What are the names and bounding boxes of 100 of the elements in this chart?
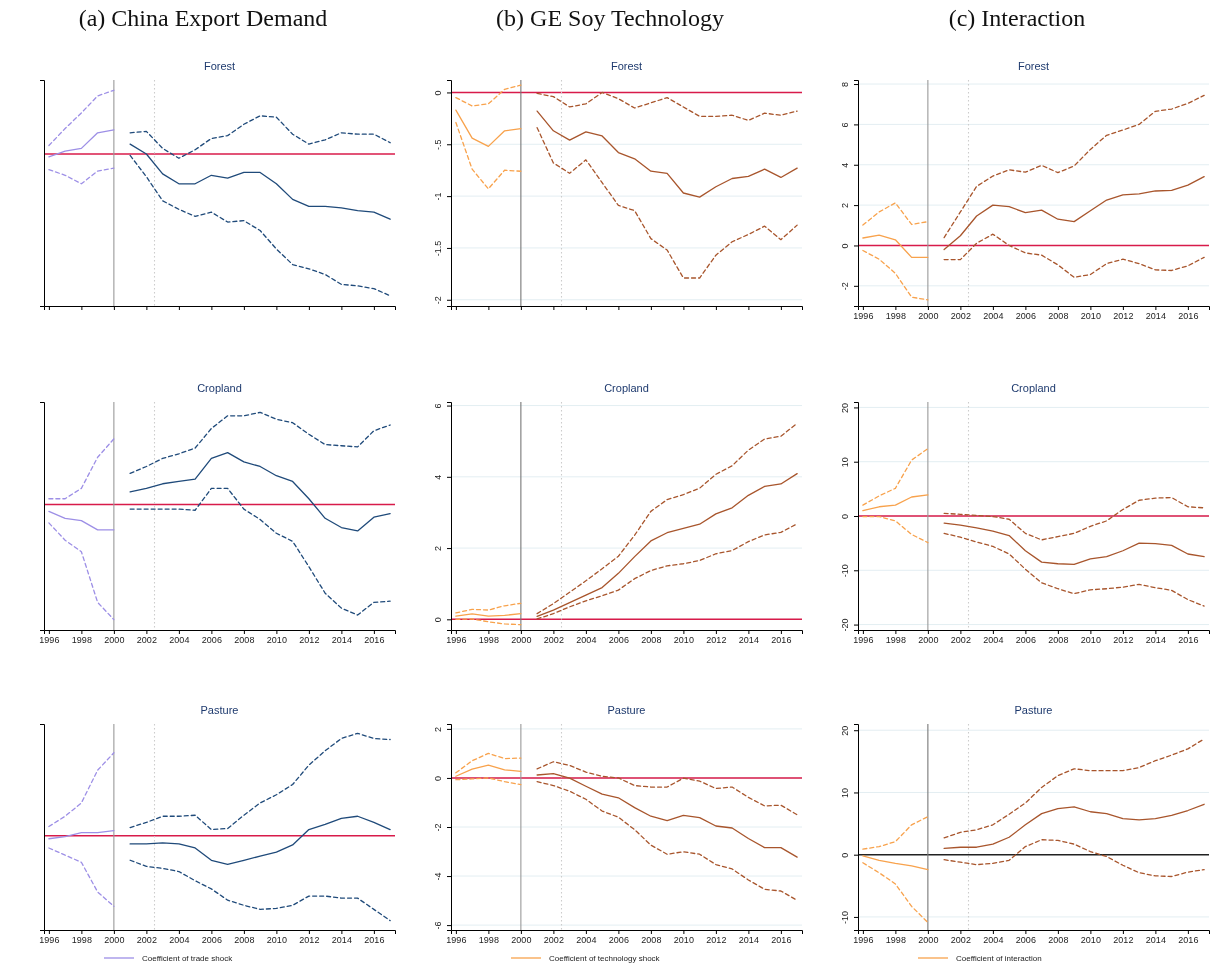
chart-subtitle: Forest xyxy=(1017,60,1050,72)
x-tick-label: 2008 xyxy=(1048,311,1069,322)
line-series xyxy=(862,855,929,871)
x-tick-label: 2004 xyxy=(983,311,1004,322)
x-tick-label: 2000 xyxy=(104,935,125,946)
line-series xyxy=(943,522,1205,565)
y-tick-label: 4 xyxy=(840,162,850,168)
x-tick-label: 2008 xyxy=(234,635,255,646)
x-tick-label: 2014 xyxy=(738,635,759,646)
y-tick-label: 0 xyxy=(433,775,443,781)
y-tick-label: 2 xyxy=(433,546,443,552)
y-tick-label: 0 xyxy=(840,852,850,858)
line-series xyxy=(943,803,1205,850)
x-tick-label: 1998 xyxy=(478,635,499,646)
x-tick-label: 1998 xyxy=(71,935,92,946)
x-tick-label: 2000 xyxy=(918,935,939,946)
y-tick-label: -20 xyxy=(840,618,850,632)
y-tick-label: -10 xyxy=(840,564,850,578)
x-tick-label: 2006 xyxy=(1015,311,1036,322)
x-tick-label: 2016 xyxy=(771,935,792,946)
x-tick-label: 1998 xyxy=(885,635,906,646)
x-tick-label: 2006 xyxy=(608,635,629,646)
x-tick-label: 2014 xyxy=(738,935,759,946)
x-tick-label: 2016 xyxy=(364,635,385,646)
y-tick-label: 6 xyxy=(433,403,443,409)
x-tick-label: 2016 xyxy=(771,635,792,646)
chart-title: (c) Interaction xyxy=(948,5,1086,31)
x-tick-label: 2012 xyxy=(299,935,320,946)
x-tick-label: 2010 xyxy=(1080,935,1101,946)
line-series xyxy=(455,121,522,190)
chart-title: Pasture xyxy=(1014,704,1053,716)
y-tick-label: 6 xyxy=(840,122,850,128)
x-tick-label: 1998 xyxy=(885,935,906,946)
x-tick-label: 2002 xyxy=(950,311,971,322)
x-tick-label: 2012 xyxy=(299,635,320,646)
y-tick-label: 2 xyxy=(433,726,443,732)
x-tick-label: 1998 xyxy=(478,935,499,946)
x-tick-label: 2008 xyxy=(641,635,662,646)
line-series xyxy=(455,777,522,786)
line-series xyxy=(455,602,522,614)
y-tick-label: 10 xyxy=(840,787,850,798)
y-tick-label: -2 xyxy=(840,282,850,291)
x-tick-label: 1996 xyxy=(39,935,60,946)
x-tick-label: 2004 xyxy=(983,635,1004,646)
x-tick-label: 2002 xyxy=(543,935,564,946)
y-tick-label: 0 xyxy=(840,243,850,249)
x-tick-label: 2000 xyxy=(918,311,939,322)
x-tick-label: 2002 xyxy=(543,635,564,646)
line-series xyxy=(862,816,929,850)
chart-title: Pasture xyxy=(607,704,646,716)
x-tick-label: 2002 xyxy=(136,935,157,946)
line-series xyxy=(862,249,929,301)
x-tick-label: 2010 xyxy=(673,935,694,946)
line-series xyxy=(536,761,798,816)
y-tick-label: 4 xyxy=(433,474,443,480)
x-tick-label: 2012 xyxy=(1113,935,1134,946)
x-tick-label: 1996 xyxy=(39,635,60,646)
x-tick-label: 2006 xyxy=(201,635,222,646)
x-tick-label: 2014 xyxy=(1145,935,1166,946)
x-tick-label: 2006 xyxy=(1015,935,1036,946)
line-series xyxy=(943,839,1205,878)
x-tick-label: 2002 xyxy=(950,635,971,646)
line-series xyxy=(943,496,1205,541)
x-tick-label: 2012 xyxy=(1113,635,1134,646)
y-tick-label: -4 xyxy=(433,872,443,881)
x-tick-label: 2002 xyxy=(136,635,157,646)
y-tick-label: 8 xyxy=(840,82,850,88)
line-series xyxy=(943,176,1205,251)
x-tick-label: 1996 xyxy=(446,935,467,946)
x-tick-label: 2016 xyxy=(364,935,385,946)
line-series xyxy=(862,494,929,512)
x-tick-label: 1996 xyxy=(853,311,874,322)
x-tick-label: 2016 xyxy=(1178,635,1199,646)
x-tick-label: 2002 xyxy=(950,935,971,946)
chart-title: Cropland xyxy=(604,382,649,394)
chart-title: Cropland xyxy=(1011,382,1056,394)
x-tick-label: 1996 xyxy=(853,635,874,646)
x-tick-label: 1996 xyxy=(853,935,874,946)
line-series xyxy=(862,448,929,506)
line-series xyxy=(536,780,798,901)
x-tick-label: 2010 xyxy=(1080,635,1101,646)
x-tick-label: 2010 xyxy=(266,935,287,946)
x-tick-label: 2014 xyxy=(1145,311,1166,322)
line-series xyxy=(943,532,1205,607)
x-tick-label: 2008 xyxy=(1048,935,1069,946)
x-tick-label: 1998 xyxy=(71,635,92,646)
x-tick-label: 2008 xyxy=(234,935,255,946)
x-tick-label: 2016 xyxy=(1178,311,1199,322)
y-tick-label: -2 xyxy=(433,823,443,832)
chart-title: (b) GE Soy Technology xyxy=(496,5,724,31)
line-series xyxy=(455,752,522,774)
y-tick-label: 0 xyxy=(433,90,443,96)
line-series xyxy=(455,109,522,147)
y-tick-label: -.5 xyxy=(433,139,443,151)
x-tick-label: 2010 xyxy=(266,635,287,646)
y-tick-label: 20 xyxy=(840,402,850,413)
legend-label: Coefficient of interaction xyxy=(956,954,1042,963)
x-tick-label: 2012 xyxy=(706,935,727,946)
y-tick-label: -10 xyxy=(840,910,850,924)
legend-label: Coefficient of trade shock xyxy=(142,954,234,963)
